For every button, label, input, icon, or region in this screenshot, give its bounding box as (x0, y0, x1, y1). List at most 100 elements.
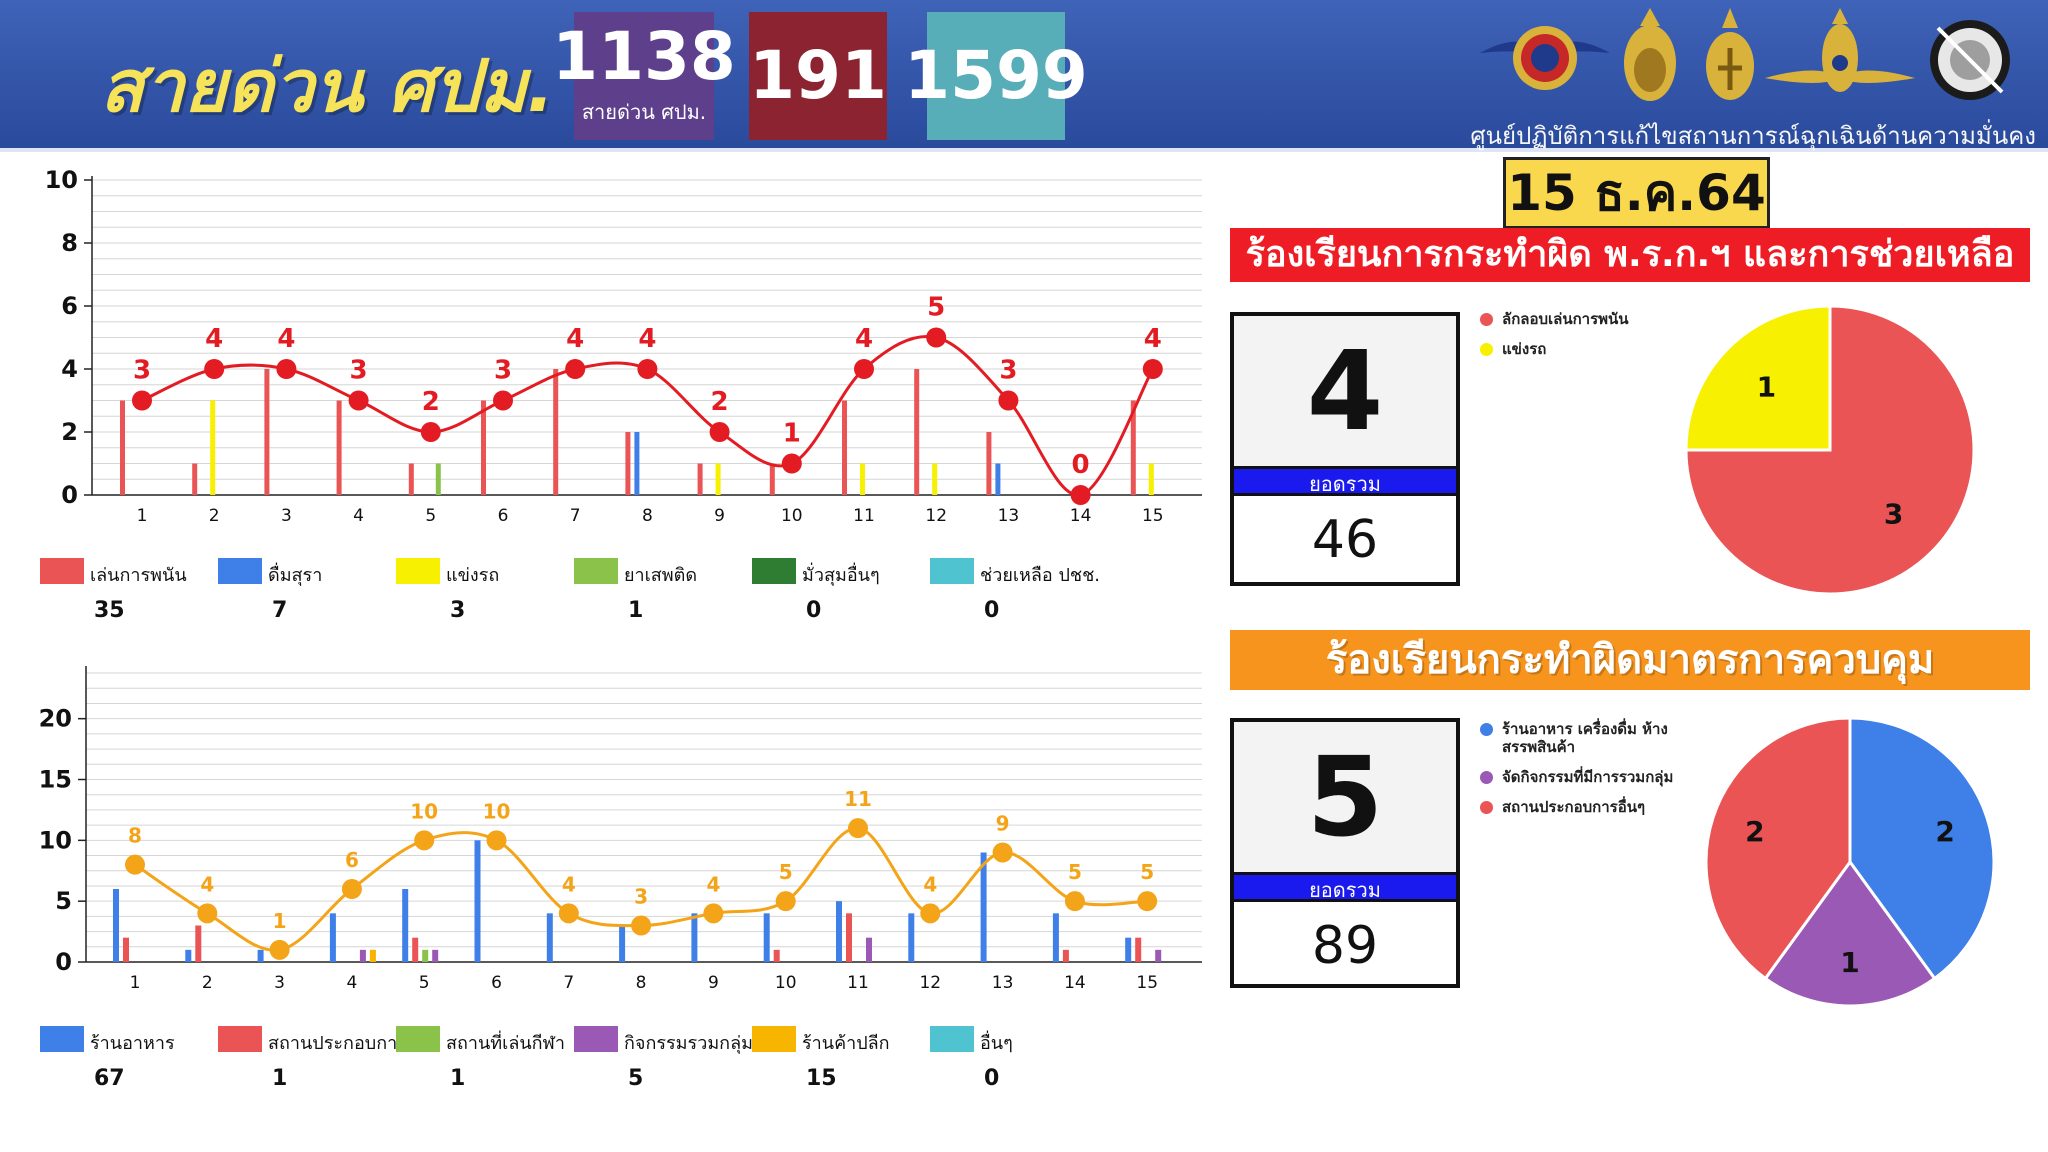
pie-slice (1684, 304, 1832, 452)
data-label: 5 (779, 860, 793, 884)
x-tick-label: 1 (130, 973, 141, 993)
legend-item: ดื่มสุรา 7 (218, 552, 396, 623)
y-tick-label: 0 (61, 481, 78, 509)
bar (264, 369, 270, 495)
trend-point (920, 903, 941, 924)
y-tick-label: 0 (55, 948, 72, 976)
x-tick-label: 14 (1064, 973, 1086, 993)
bar (860, 463, 865, 495)
pie-slice (1763, 859, 1937, 1008)
x-tick-label: 2 (202, 973, 213, 993)
trend-point (775, 891, 796, 912)
pie-legend-label: ร้านอาหาร เครื่องดื่ม ห้างสรรพสินค้า (1502, 720, 1668, 756)
report-date: 15 ธ.ค.64 (1503, 157, 1770, 229)
data-label: 4 (277, 324, 295, 354)
data-label: 9 (996, 812, 1010, 836)
legend-swatch (574, 1026, 618, 1052)
legend-total: 1 (272, 1066, 288, 1091)
legend-dot (1480, 771, 1493, 784)
chart-data-labels: 3 4 4 3 2 3 4 4 2 1 4 5 3 0 4 (133, 293, 1162, 481)
chart-data-labels: 8 4 1 6 10 10 4 3 4 5 11 4 9 5 5 (128, 787, 1154, 933)
legend-label: แข่งรถ (446, 565, 500, 586)
data-label: 1 (273, 909, 287, 933)
legend-item: สถานที่เล่นกีฬา 1 (396, 1020, 574, 1091)
pie-legend-item: ร้านอาหาร เครื่องดื่ม ห้างสรรพสินค้า (1480, 720, 1700, 756)
legend-swatch (930, 1026, 974, 1052)
legend-dot (1480, 343, 1493, 356)
legend-label: ดื่มสุรา (268, 565, 323, 586)
bar (336, 400, 342, 495)
trend-point (637, 359, 658, 379)
x-tick-label: 12 (925, 506, 947, 526)
operations-center-name: ศูนย์ปฏิบัติการแก้ไขสถานการณ์ฉุกเฉินด้าน… (1470, 122, 2036, 150)
trend-point (565, 359, 586, 379)
x-tick-label: 12 (919, 973, 941, 993)
legend-total: 1 (450, 1066, 466, 1091)
data-label: 2 (422, 387, 440, 417)
legend-label: สถานที่เล่นกีฬา (446, 1033, 565, 1054)
trend-point (1064, 891, 1085, 912)
data-label: 8 (128, 824, 142, 848)
y-tick-label: 10 (39, 826, 72, 854)
legend-item: กิจกรรมรวมกลุ่ม 5 (574, 1020, 753, 1091)
data-label: 10 (410, 799, 438, 823)
legend-swatch (396, 1026, 440, 1052)
data-label: 4 (566, 324, 584, 354)
military-emblem-icon (1480, 26, 1610, 90)
legend-item: ร้านอาหาร 67 (40, 1020, 218, 1091)
violations-pie-chart: 31 (1684, 304, 1976, 596)
legend-total: 15 (806, 1066, 837, 1091)
bar (553, 369, 559, 495)
bar (1062, 949, 1069, 962)
violations-stat-box: 4 ยอดรวม 46 (1230, 312, 1460, 586)
bar (995, 463, 1001, 495)
y-tick-label: 6 (61, 292, 78, 320)
x-tick-label: 10 (781, 506, 803, 526)
y-tick-label: 10 (45, 166, 78, 194)
hotline-1599-badge: 1599 (904, 12, 1088, 140)
bar (763, 913, 770, 962)
legend-swatch (218, 558, 262, 584)
hotline-1138-badge: 1138 สายด่วน ศปม. (552, 12, 736, 140)
data-label: 4 (1144, 324, 1162, 354)
trend-point (1137, 891, 1158, 912)
data-label: 5 (927, 293, 945, 323)
bar (546, 913, 553, 962)
legend-label: ร้านค้าปลีก (802, 1033, 890, 1054)
bar (634, 432, 640, 495)
brand-title: สายด่วน ศปม. (100, 44, 555, 128)
x-tick-label: 6 (498, 506, 509, 526)
bar (1125, 937, 1132, 962)
legend-total: 0 (984, 598, 1000, 623)
bar (402, 889, 409, 962)
trend-point (197, 903, 218, 924)
trend-point (848, 818, 868, 839)
legend-dot (1480, 313, 1493, 326)
bar (986, 432, 992, 495)
bar (329, 913, 336, 962)
x-tick-label: 13 (992, 973, 1014, 993)
data-label: 3 (494, 356, 512, 386)
legend-total: 1 (628, 598, 644, 623)
bar (846, 913, 852, 962)
data-label: 4 (205, 324, 223, 354)
legend-item: มั่วสุมอื่นๆ 0 (752, 552, 930, 623)
bar (210, 400, 216, 495)
trend-point (854, 359, 874, 379)
legend-label: กิจกรรมรวมกลุ่ม (624, 1033, 753, 1054)
trend-point (420, 422, 441, 442)
bar (257, 949, 264, 962)
chart2-legend: ร้านอาหาร 67 สถานประกอบการฯ 1 สถานที่เล่นกีฬ… (40, 1020, 1108, 1091)
data-label: 4 (923, 872, 937, 896)
x-tick-label: 7 (570, 506, 581, 526)
bar (914, 369, 920, 495)
chart-bars (120, 369, 1154, 495)
x-tick-label: 2 (209, 506, 220, 526)
x-tick-label: 15 (1142, 506, 1164, 526)
trend-point (926, 327, 947, 348)
army-emblem-icon (1624, 8, 1676, 101)
legend-total: 0 (806, 598, 822, 623)
bar (481, 400, 486, 495)
